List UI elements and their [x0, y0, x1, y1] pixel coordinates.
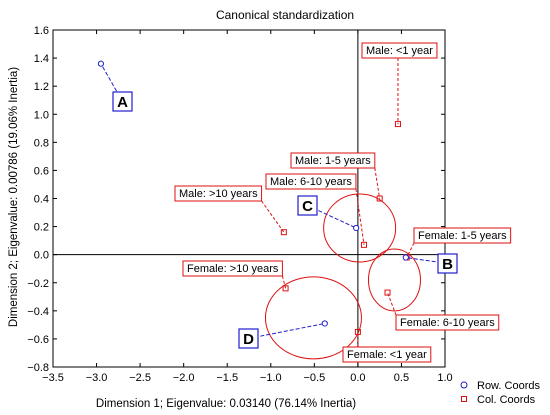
- col-point-leader: [406, 242, 415, 258]
- legend-col-coords-label: Col. Coords: [477, 394, 536, 406]
- x-tick-label: −2.0: [173, 372, 195, 384]
- row-point-label: B: [442, 256, 453, 273]
- col-point-label-box: [361, 42, 438, 59]
- col-point-label-box: [413, 227, 512, 244]
- legend-row-coords-marker: [460, 381, 468, 389]
- row-point-leader: [248, 322, 325, 339]
- row-point-label-box: [112, 91, 133, 112]
- col-point-label-box: [265, 173, 357, 190]
- y-tick-label: 1.4: [34, 53, 49, 65]
- y-tick-label: 1.2: [34, 81, 49, 93]
- col-point-label: Male: >10 years: [179, 188, 258, 200]
- x-tick-label: −0.5: [303, 372, 325, 384]
- row-point-label: C: [302, 198, 313, 215]
- y-tick-label: 0.8: [34, 137, 49, 149]
- x-tick-label: −1.5: [216, 372, 238, 384]
- col-point-label-box: [395, 314, 500, 331]
- row-point-marker: [402, 254, 409, 261]
- row-point-marker: [353, 224, 360, 232]
- col-point-leader: [261, 200, 285, 233]
- row-point-marker: [321, 320, 328, 327]
- col-point-label: Female: >10 years: [187, 263, 279, 275]
- y-tick-label: 0.4: [34, 194, 49, 206]
- col-point-label: Female: 6-10 years: [400, 317, 495, 329]
- col-point-label: Male: 1-5 years: [295, 155, 371, 167]
- col-point-label: Male: 6-10 years: [270, 176, 352, 188]
- x-tick-label: −1.0: [260, 372, 282, 384]
- col-point-label: Female: 1-5 years: [418, 230, 507, 242]
- row-point-label: D: [243, 331, 254, 348]
- col-point-label-box: [182, 260, 283, 277]
- col-point-label: Female: <1 year: [347, 349, 427, 361]
- col-point-marker: [376, 195, 383, 202]
- x-tick-label: 0.0: [350, 372, 365, 384]
- col-point-marker: [360, 241, 367, 248]
- row-point-marker: [97, 60, 105, 67]
- y-tick-label: −0.6: [27, 334, 49, 346]
- row-point-label: A: [117, 94, 128, 111]
- legend-row-coords-label: Row. Coords: [477, 380, 540, 392]
- col-point-marker: [384, 289, 391, 296]
- col-point-marker: [394, 121, 401, 128]
- cluster-ellipse: [367, 248, 421, 312]
- y-tick-label: 0.0: [34, 250, 49, 262]
- col-point-leader: [374, 167, 381, 199]
- legend: Row. Coords Col. Coords: [460, 380, 540, 406]
- col-point-label-box: [174, 185, 263, 202]
- col-point-label-box: [342, 346, 432, 363]
- row-point-label-box: [238, 328, 259, 349]
- x-tick-label: 0.5: [394, 372, 409, 384]
- x-tick-label: −3.5: [42, 372, 64, 384]
- x-tick-label: −2.5: [129, 372, 151, 384]
- y-axis-title: Dimension 2; Eigenvalue: 0.00786 (19.06%…: [8, 67, 20, 327]
- cluster-ellipse: [323, 193, 397, 263]
- row-point-label-box: [297, 195, 318, 216]
- chart-title: Canonical standardization: [216, 8, 354, 22]
- y-tick-label: 0.2: [34, 222, 49, 234]
- y-tick-label: −0.2: [27, 278, 49, 290]
- col-point-marker: [354, 328, 361, 335]
- col-point-leader: [387, 292, 397, 316]
- col-point-marker: [280, 229, 287, 236]
- y-tick-label: −0.4: [27, 306, 49, 318]
- plot-layer: −3.5 −3.0 −2.5 −2.0 −1.5 −1.0 −0.5 0.0 0.5 1.0 −0.…: [27, 25, 512, 384]
- y-tick-label: −0.8: [27, 362, 49, 374]
- row-point-label-box: [437, 253, 458, 274]
- y-tick-label: 0.6: [34, 165, 49, 177]
- cluster-ellipse: [264, 276, 362, 360]
- legend-col-coords-marker: [461, 396, 467, 402]
- col-point-label: Male: <1 year: [366, 45, 433, 57]
- x-tick-label: −3.0: [86, 372, 108, 384]
- y-tick-label: 1.0: [34, 109, 49, 121]
- x-axis-title: Dimension 1; Eigenvalue: 0.03140 (76.14%…: [96, 398, 356, 410]
- col-point-leader: [355, 188, 365, 245]
- x-tick-label: 1.0: [437, 372, 452, 384]
- col-point-marker: [282, 285, 289, 292]
- col-point-label-box: [290, 152, 376, 169]
- y-tick-label: 1.6: [34, 25, 49, 37]
